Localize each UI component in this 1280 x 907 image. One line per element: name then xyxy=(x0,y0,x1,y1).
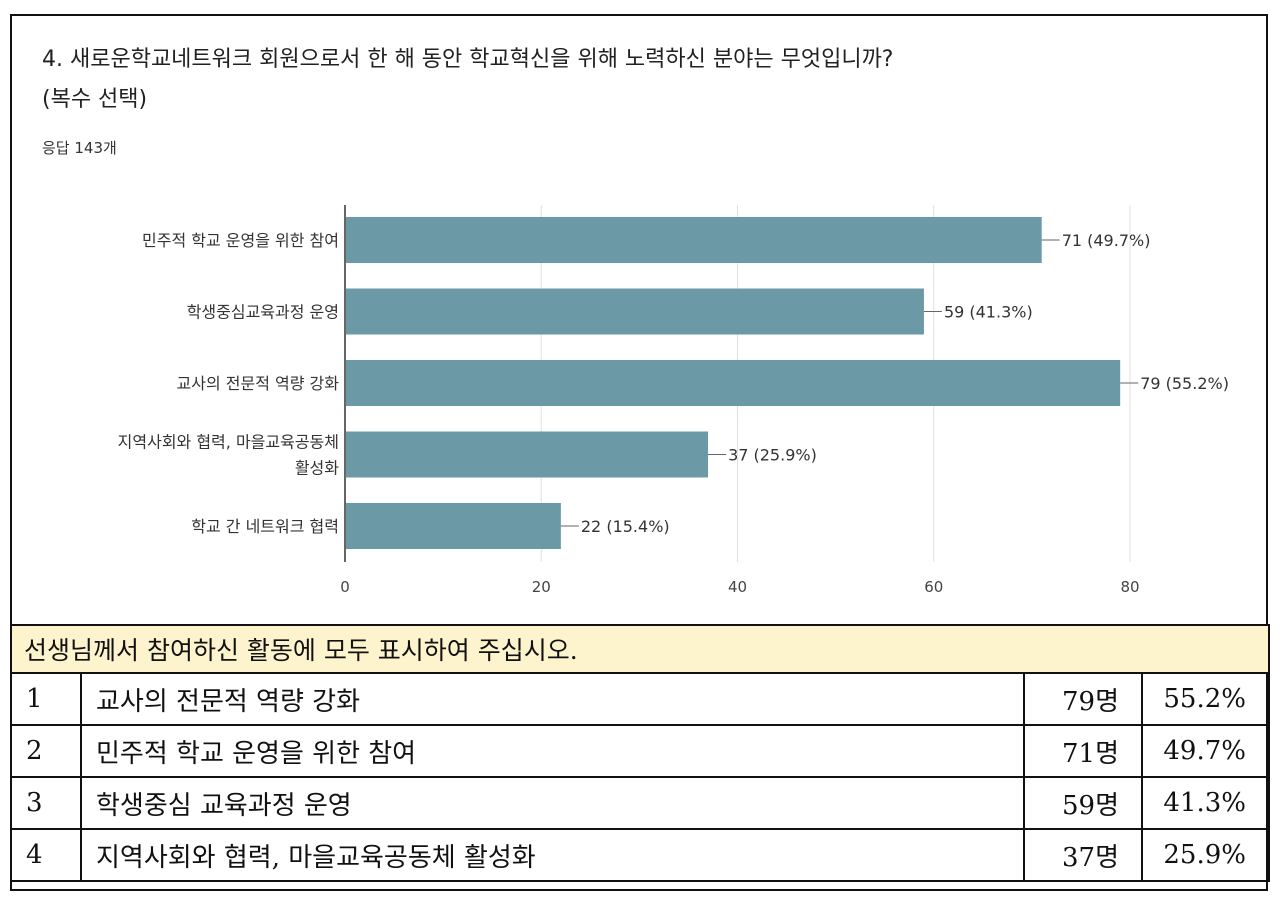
category-label: 지역사회와 협력, 마을교육공동체 xyxy=(118,433,339,452)
results-table: 선생님께서 참여하신 활동에 모두 표시하여 주십시오. 1 교사의 전문적 역량… xyxy=(10,624,1270,882)
row-number: 1 xyxy=(10,672,82,726)
x-tick-label: 60 xyxy=(924,578,943,596)
row-count: 71명 xyxy=(1023,724,1143,778)
data-label: 71 (49.7%) xyxy=(1062,231,1151,250)
row-count: 59명 xyxy=(1023,776,1143,830)
data-label: 22 (15.4%) xyxy=(581,517,670,536)
table-row: 3 학생중심 교육과정 운영 59명 41.3% xyxy=(10,776,1270,830)
category-label: 학교 간 네트워크 협력 xyxy=(191,517,339,536)
bar xyxy=(346,288,924,335)
question-title: 4. 새로운학교네트워크 회원으로서 한 해 동안 학교혁신을 위해 노력하신 … xyxy=(42,40,1222,120)
bar xyxy=(346,431,709,478)
row-label: 교사의 전문적 역량 강화 xyxy=(80,672,1025,726)
row-label: 지역사회와 협력, 마을교육공동체 활성화 xyxy=(80,828,1025,882)
row-percent: 49.7% xyxy=(1141,724,1270,778)
bar xyxy=(346,217,1042,263)
chart-labels: 71 (49.7%) 민주적 학교 운영을 위한 참여 59 (41.3%) 학생중심… xyxy=(118,231,1229,536)
row-percent: 55.2% xyxy=(1141,672,1270,726)
category-label: 민주적 학교 운영을 위한 참여 xyxy=(142,231,339,250)
row-number: 4 xyxy=(10,828,82,882)
question-title-line1: 4. 새로운학교네트워크 회원으로서 한 해 동안 학교혁신을 위해 노력하신 … xyxy=(42,47,894,72)
row-label: 학생중심 교육과정 운영 xyxy=(80,776,1025,830)
data-label: 59 (41.3%) xyxy=(944,303,1033,322)
row-label: 민주적 학교 운영을 위한 참여 xyxy=(80,724,1025,778)
row-count: 79명 xyxy=(1023,672,1143,726)
question-title-line2: (복수 선택) xyxy=(42,87,148,112)
response-count: 응답 143개 xyxy=(42,139,117,157)
category-label: 교사의 전문적 역량 강화 xyxy=(177,374,340,393)
bar xyxy=(346,360,1121,406)
survey-card xyxy=(10,14,1268,891)
row-percent: 41.3% xyxy=(1141,776,1270,830)
table-header-row: 선생님께서 참여하신 활동에 모두 표시하여 주십시오. xyxy=(10,624,1270,674)
x-tick-label: 0 xyxy=(340,578,350,596)
x-tick-label: 40 xyxy=(728,578,747,596)
table-row: 2 민주적 학교 운영을 위한 참여 71명 49.7% xyxy=(10,724,1270,778)
category-label: 활성화 xyxy=(295,459,339,478)
table-row: 1 교사의 전문적 역량 강화 79명 55.2% xyxy=(10,672,1270,726)
row-number: 2 xyxy=(10,724,82,778)
x-tick-label: 80 xyxy=(1120,578,1139,596)
x-tick-label: 20 xyxy=(532,578,551,596)
table-header: 선생님께서 참여하신 활동에 모두 표시하여 주십시오. xyxy=(10,624,1270,674)
row-percent: 25.9% xyxy=(1141,828,1270,882)
data-label: 79 (55.2%) xyxy=(1140,374,1229,393)
row-number: 3 xyxy=(10,776,82,830)
table-row: 4 지역사회와 협력, 마을교육공동체 활성화 37명 25.9% xyxy=(10,828,1270,882)
row-count: 37명 xyxy=(1023,828,1143,882)
chart-bars xyxy=(346,217,1139,549)
data-label: 37 (25.9%) xyxy=(728,446,817,465)
chart-x-ticks: 0 20 40 60 80 xyxy=(340,578,1139,596)
category-label: 학생중심교육과정 운영 xyxy=(187,303,339,322)
bar xyxy=(346,503,561,549)
